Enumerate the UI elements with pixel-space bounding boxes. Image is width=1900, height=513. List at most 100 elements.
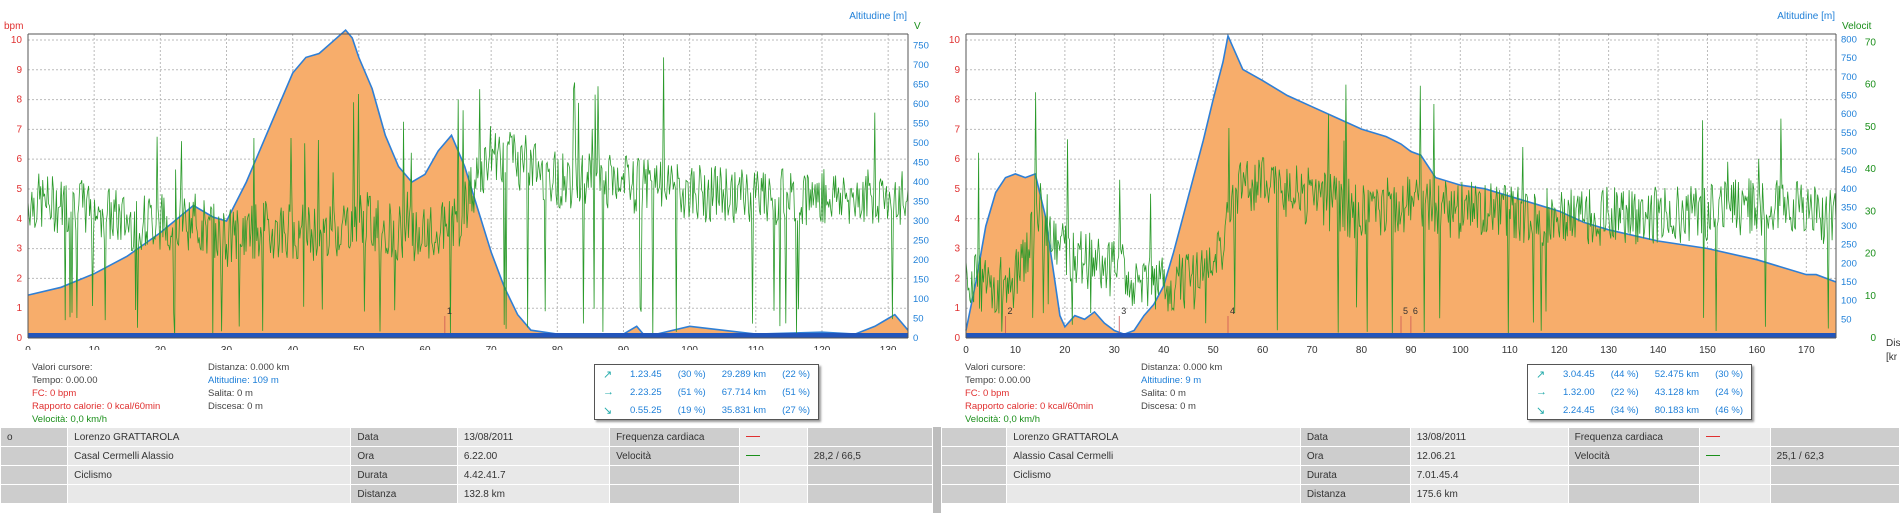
alt-tick-label: 750 [1841, 53, 1857, 64]
alt-tick-label: 750 [913, 41, 929, 52]
arrow-up-icon: ↗ [1536, 368, 1546, 381]
table-cell [940, 484, 1008, 504]
table-row: Ciclismo Durata 7.01.45.4 [940, 465, 1900, 485]
table-row: Lorenzo GRATTAROLA Data 13/08/2011 Frequenz… [940, 427, 1900, 447]
table-cell: Durata [350, 465, 458, 485]
x-tick-label: 160 [1749, 345, 1766, 356]
alt-tick-label: 500 [913, 138, 929, 149]
x-tick-label: 0 [25, 345, 31, 350]
x-tick-label: 90 [1405, 345, 1417, 356]
x-tick-label: 60 [419, 345, 431, 350]
table-cell: Lorenzo GRATTAROLA [67, 427, 352, 447]
x-tick-label: 70 [486, 345, 498, 350]
info-valori: Valori cursore: [32, 362, 93, 373]
legend-swatch [745, 455, 760, 457]
table-cell: Data [350, 427, 458, 447]
table-row: Ciclismo Durata 4.42.41.7 [0, 465, 934, 485]
alt-tick-label: 300 [913, 216, 929, 227]
left-tick-label: 1 [954, 303, 960, 314]
x-tick-label: 0 [963, 345, 969, 356]
altitude-line [27, 28, 909, 335]
table-cell: 4.42.41.7 [456, 465, 611, 485]
info-altitudine: Altitudine: 109 m [208, 375, 279, 386]
alt-tick-label: 350 [913, 197, 929, 208]
alt-tick-label: 400 [913, 177, 929, 188]
x-tick-label: 120 [814, 345, 831, 350]
info-tempo: Tempo: 0.00.00 [965, 375, 1031, 386]
table-cell: 25,1 / 62,3 [1769, 446, 1900, 466]
cursor-info-2: Valori cursore: Tempo: 0.00.00 FC: 0 bpm… [965, 361, 1093, 426]
x-tick-label: 120 [1551, 345, 1568, 356]
alt-tick-label: 650 [1841, 91, 1857, 102]
table-cell: 13/08/2011 [456, 427, 611, 447]
table-cell: Ciclismo [67, 465, 352, 485]
x-tick-label: 30 [1109, 345, 1121, 356]
alt-tick-label: 50 [1841, 314, 1852, 325]
table-cell [738, 484, 808, 504]
left-tick-label: 4 [16, 214, 22, 225]
track-bar [966, 333, 1836, 338]
stats-box-2: ↗ 3.04.45 (44 %) 52.475 km (30 %) → 1.32.00 (2… [1527, 364, 1753, 420]
table-cell [940, 427, 1008, 447]
table-cell: 28,2 / 66,5 [806, 446, 934, 466]
speed-line [965, 84, 1837, 338]
info-distanza: Distanza: 0.000 km [1141, 362, 1223, 373]
x-tick-label: 150 [1699, 345, 1716, 356]
left-axis-label: bpm [4, 21, 23, 32]
alt-tick-label: 700 [913, 60, 929, 71]
stats-row-down: ↘ 0.55.25 (19 %) 35.831 km (27 %) [595, 401, 818, 419]
table-cell [738, 427, 808, 447]
table-cell: 7.01.45.4 [1409, 465, 1569, 485]
alt-tick-label: 550 [1841, 128, 1857, 139]
left-tick-label: 3 [16, 244, 22, 255]
alt-tick-label: 250 [1841, 240, 1857, 251]
stats-row-up: ↗ 1.23.45 (30 %) 29.289 km (22 %) [595, 365, 818, 383]
x-tick-label: 110 [748, 345, 764, 350]
table-cell [1769, 484, 1900, 504]
lap-marker-label: 3 [1121, 306, 1126, 316]
table-cell: Frequenza cardiaca [609, 427, 740, 447]
lap-marker-label: 4 [1230, 306, 1235, 316]
x-tick-label: 20 [155, 345, 167, 350]
x-tick-label: 140 [1650, 345, 1667, 356]
table-cell [738, 446, 808, 466]
left-tick-label: 10 [949, 35, 961, 46]
info-rapporto: Rapporto calorie: 0 kcal/60min [965, 401, 1094, 412]
alt-tick-label: 450 [1841, 165, 1857, 176]
vel-tick-label: 60 [1865, 80, 1877, 91]
table-cell: Durata [1299, 465, 1411, 485]
vel-tick-label: 40 [1865, 164, 1877, 175]
x-tick-label: 20 [1059, 345, 1071, 356]
vel-tick-label: 70 [1865, 37, 1877, 48]
left-tick-label: 7 [16, 124, 22, 135]
cursor-info-1b: Distanza: 0.000 km Altitudine: 109 m Sal… [208, 361, 289, 413]
table-cell: Frequenza cardiaca [1567, 427, 1701, 447]
table-cell [609, 465, 740, 485]
table-cell [940, 465, 1008, 485]
legend-swatch [745, 436, 760, 438]
table-row: Distanza 175.6 km [940, 484, 1900, 504]
stats-row-flat: → 2.23.25 (51 %) 67.714 km (51 %) [595, 383, 818, 401]
legend-swatch [1706, 436, 1720, 438]
stats-box-1: ↗ 1.23.45 (30 %) 29.289 km (22 %) → 2.23.25 (5… [594, 364, 820, 420]
chart-2[interactable]: 0 10 20 30 40 50 60 70 80 90 100 110 120 130 140 150 160… [935, 0, 1900, 370]
divider [933, 427, 941, 513]
left-tick-label: 7 [954, 124, 960, 135]
chart-1[interactable]: 0102030405060708090100110120130012345678… [0, 0, 930, 350]
info-rapporto: Rapporto calorie: 0 kcal/60min [32, 401, 161, 412]
x-tick-label: 130 [880, 345, 897, 350]
table-cell: Distanza [350, 484, 458, 504]
vel-tick-label: 30 [1865, 206, 1877, 217]
alt-tick-label: 300 [1841, 221, 1857, 232]
x-tick-label: 100 [681, 345, 698, 350]
x-tick-label: 10 [1010, 345, 1022, 356]
cursor-info-1: Valori cursore: Tempo: 0.00.00 FC: 0 bpm… [32, 361, 160, 426]
table-row: o Lorenzo GRATTAROLA Data 13/08/2011 Frequen… [0, 427, 934, 447]
table-row: Alassio Casal Cermelli Ora 12.06.21 Velocit… [940, 446, 1900, 466]
vel-tick-label: 50 [1865, 122, 1877, 133]
info-valori: Valori cursore: [965, 362, 1026, 373]
x-tick-label: 10 [89, 345, 101, 350]
x-tick-label: 50 [1208, 345, 1220, 356]
alt-tick-label: 600 [913, 99, 929, 110]
vel-axis-label: Velocit [1842, 21, 1872, 32]
